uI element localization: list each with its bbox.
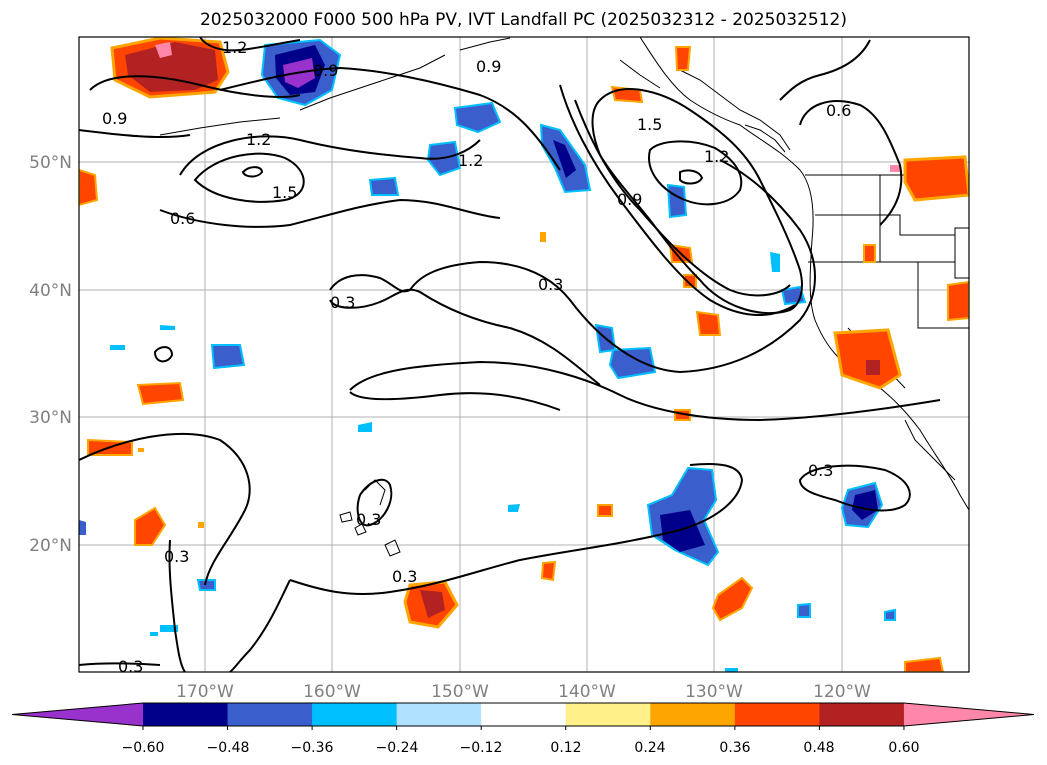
contour-label: 0.3 — [356, 510, 381, 529]
map-title: 2025032000 F000 500 hPa PV, IVT Landfall… — [199, 10, 847, 30]
contour-label: 1.2 — [458, 151, 483, 170]
colorbar-segment — [12, 703, 143, 726]
colorbar-segment — [312, 703, 398, 726]
positive-pv-shading — [79, 37, 969, 672]
colorbar-segment — [396, 703, 482, 726]
contour-label: 0.6 — [826, 101, 851, 120]
map-frame — [78, 36, 970, 673]
contour-label: 0.3 — [392, 567, 417, 586]
lon-label: 170°W — [176, 682, 234, 702]
contour-label: 1.2 — [222, 38, 247, 57]
colorbar-tick-label: −0.60 — [122, 740, 165, 756]
contour-label: 1.5 — [637, 115, 662, 134]
lat-label: 20°N — [29, 536, 72, 556]
contour-label: 0.3 — [330, 293, 355, 312]
coastlines — [159, 37, 969, 557]
colorbar-segment — [819, 703, 905, 726]
contour-label: 0.9 — [476, 57, 501, 76]
lat-label: 50°N — [29, 153, 72, 173]
contour-label: 0.6 — [170, 209, 195, 228]
lat-label: 30°N — [29, 408, 72, 428]
gridlines — [79, 37, 969, 672]
contour-label: 0.3 — [118, 657, 143, 676]
colorbar-tick-label: −0.36 — [291, 740, 334, 756]
contour-label: 1.5 — [272, 183, 297, 202]
lat-label: 40°N — [29, 281, 72, 301]
contour-label: 1.2 — [246, 130, 271, 149]
colorbar-tick-label: 0.60 — [888, 740, 919, 756]
lon-label: 160°W — [303, 682, 361, 702]
colorbar-segment — [903, 703, 1034, 726]
colorbar-segment — [734, 703, 820, 726]
colorbar-segment — [650, 703, 736, 726]
contour-label: 0.3 — [538, 275, 563, 294]
contour-label: 0.9 — [313, 61, 338, 80]
colorbar-segment — [227, 703, 313, 726]
colorbar-tick-label: −0.24 — [376, 740, 419, 756]
colorbar-segment — [143, 703, 229, 726]
colorbar-tick-label: 0.36 — [719, 740, 750, 756]
latitude-labels: 50°N 40°N 30°N 20°N — [29, 153, 72, 556]
contour-labels: 1.2 0.9 0.9 1.2 1.5 0.6 0.9 1.2 0.3 0.3 … — [102, 38, 851, 676]
map-area: 1.2 0.9 0.9 1.2 1.5 0.6 0.9 1.2 0.3 0.3 … — [79, 37, 969, 676]
colorbar-tick-label: 0.24 — [634, 740, 665, 756]
negative-pv-shading — [79, 38, 896, 672]
colorbar — [11, 702, 1035, 730]
longitude-labels: 170°W 160°W 150°W 140°W 130°W 120°W — [176, 682, 871, 702]
contour-label: 1.2 — [704, 147, 729, 166]
contour-label: 0.3 — [164, 547, 189, 566]
ivt-contours — [79, 37, 941, 672]
lon-label: 150°W — [431, 682, 489, 702]
contour-label: 0.3 — [808, 461, 833, 480]
lon-label: 140°W — [558, 682, 616, 702]
lon-label: 120°W — [813, 682, 871, 702]
contour-label: 0.9 — [102, 109, 127, 128]
colorbar-tick-label: −0.12 — [460, 740, 503, 756]
colorbar-segment — [481, 703, 567, 726]
contour-label: 0.9 — [617, 190, 642, 209]
colorbar-tick-label: −0.48 — [207, 740, 250, 756]
colorbar-tick-label: 0.48 — [803, 740, 834, 756]
colorbar-segment — [565, 703, 651, 726]
lon-label: 130°W — [685, 682, 743, 702]
colorbar-labels: −0.60 −0.48 −0.36 −0.24 −0.12 0.12 0.24 … — [122, 740, 920, 756]
colorbar-tick-label: 0.12 — [550, 740, 581, 756]
